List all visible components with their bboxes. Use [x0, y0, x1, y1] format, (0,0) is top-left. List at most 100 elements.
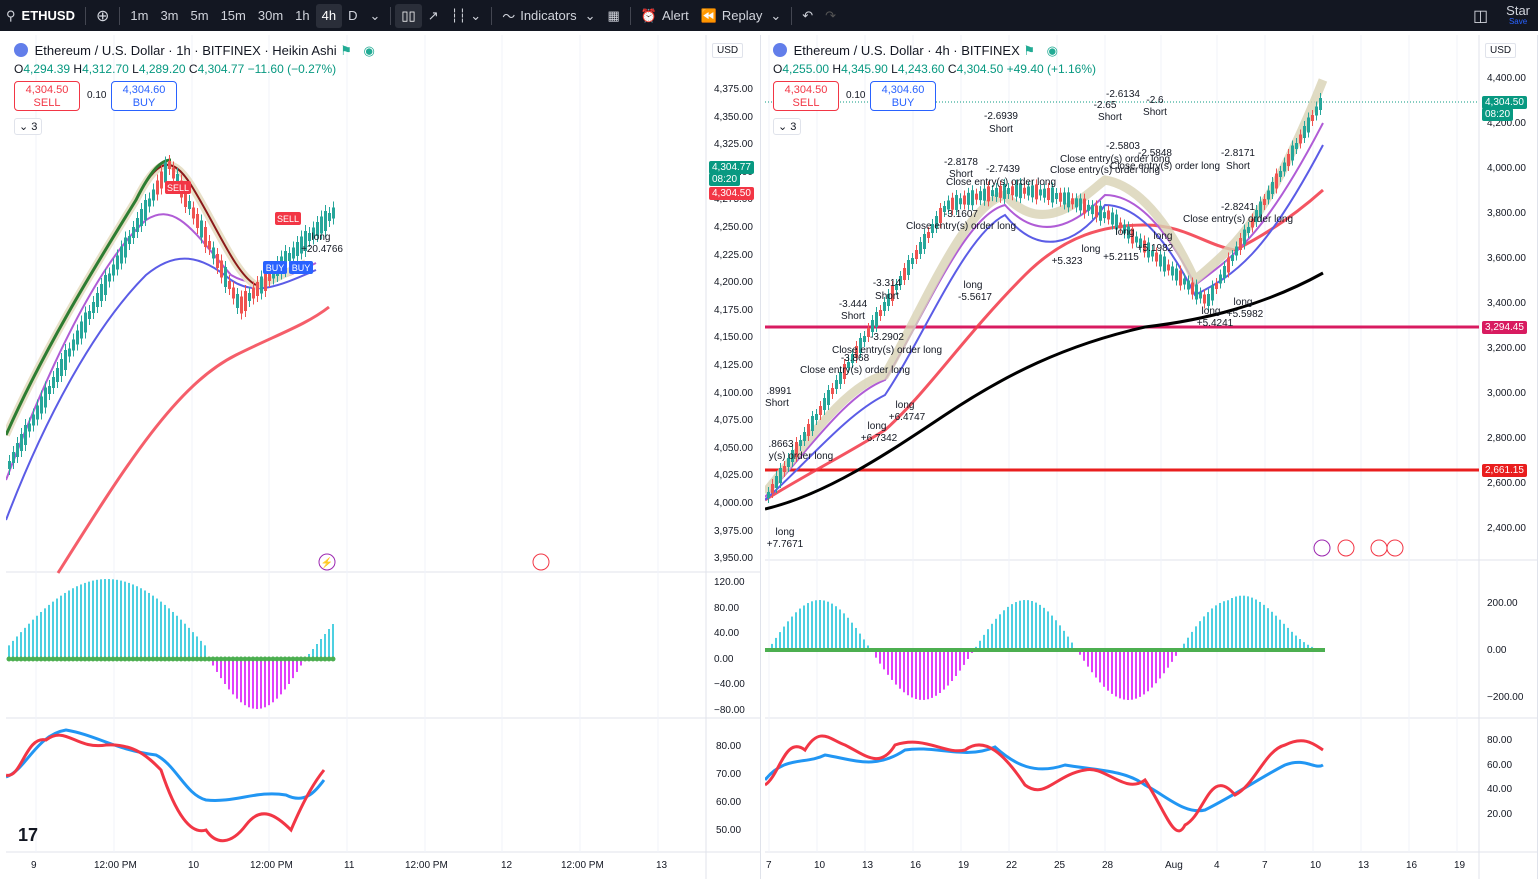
layouts-button[interactable]: ▦ [601, 0, 625, 31]
candle [204, 227, 207, 247]
bar-type-button[interactable]: ┆┆ ⌄ [445, 0, 488, 31]
chart-panel-4h[interactable]: -2.6939 Short -2.8178 Short -2.7439 Clos… [765, 35, 1538, 879]
signal-dot [54, 656, 60, 662]
candle [324, 211, 327, 231]
signal-dot [282, 656, 288, 662]
histogram-bar [1071, 642, 1073, 650]
us-flag-event-icon[interactable] [1386, 539, 1404, 557]
histogram-bar [220, 659, 222, 679]
interval-dropdown[interactable]: ⌄ [364, 0, 387, 31]
eye-icon[interactable]: ◉ [363, 43, 375, 58]
sell-button[interactable]: 4,304.50 SELL [14, 81, 80, 111]
layout-toggle-icon[interactable]: ◫ [1473, 7, 1489, 25]
eye-icon[interactable]: ◉ [1046, 43, 1058, 58]
histogram-bar [899, 650, 901, 689]
currency-selector[interactable]: USD [1485, 43, 1517, 58]
candle [1231, 255, 1234, 261]
chart-panel-1h[interactable]: SELL SELL BUY BUY long +20.4766 ⚡ Ethere… [6, 35, 761, 879]
candle [1207, 294, 1210, 306]
replay-button[interactable]: ⏪ Replay ⌄ [695, 0, 788, 31]
candle [1251, 218, 1254, 228]
histogram-bar [1167, 650, 1169, 668]
candle [1035, 184, 1038, 200]
interval-15m[interactable]: 15m [220, 8, 246, 23]
buy-button[interactable]: 4,304.60 BUY [111, 81, 177, 111]
us-flag-event-icon[interactable] [1337, 539, 1355, 557]
candle [28, 423, 31, 432]
chart-legend[interactable]: Ethereum / U.S. Dollar · 1h · BITFINEX ·… [14, 43, 375, 59]
candles-button[interactable]: ▯▯ [395, 3, 422, 28]
histogram-bar [1243, 595, 1245, 650]
histogram-bar [1215, 605, 1217, 650]
interval-5m[interactable]: 5m [190, 8, 209, 23]
candle [771, 484, 774, 493]
histogram-bar [1151, 650, 1153, 688]
histogram-bar [28, 623, 30, 659]
rsi-tick: 40.00 [1487, 784, 1513, 795]
undo-button[interactable]: ↶ [796, 0, 819, 31]
histogram-bar [248, 659, 250, 708]
price-tick: 3,950.00 [714, 553, 753, 565]
time-tick: 10 [1310, 860, 1322, 871]
candle [40, 396, 43, 414]
grid-icon: ▦ [607, 7, 620, 23]
svg-text:long: long [1154, 231, 1173, 242]
svg-text:long: long [868, 421, 887, 432]
histogram-bar [843, 613, 845, 650]
currency-selector[interactable]: USD [712, 43, 744, 58]
histogram-bar [32, 619, 34, 659]
histogram-bar [136, 586, 138, 659]
add-symbol-button[interactable]: ⊕ [90, 0, 115, 31]
price-tick: 4,100.00 [714, 387, 753, 399]
chart-legend[interactable]: Ethereum / U.S. Dollar · 4h · BITFINEX ⚑… [773, 43, 1058, 59]
buy-button[interactable]: 4,304.60 BUY [870, 81, 936, 111]
lightning-event-icon[interactable] [1313, 539, 1331, 557]
collapse-indicators-button[interactable]: ⌄ 3 [14, 118, 43, 135]
interval-3m[interactable]: 3m [160, 8, 179, 23]
signal-dot [330, 656, 336, 662]
ohlc-values: O4,255.00 H4,345.90 L4,243.60 C4,304.50 … [773, 62, 1097, 76]
us-flag-event-icon[interactable] [532, 553, 550, 571]
histogram-bar [859, 633, 861, 650]
candle [847, 362, 850, 368]
us-flag-event-icon[interactable] [1370, 539, 1388, 557]
histogram-bar [1015, 602, 1017, 650]
candles [8, 155, 335, 475]
collapse-indicators-button[interactable]: ⌄ 3 [773, 118, 802, 135]
lightning-event-icon[interactable] [318, 553, 336, 571]
histogram-bar [296, 659, 298, 672]
histogram-bar [112, 579, 114, 659]
svg-text:-2.5848: -2.5848 [1138, 148, 1172, 159]
macd-histogram [6, 579, 336, 709]
line-tools-button[interactable]: ↗ [422, 0, 445, 31]
candle [931, 224, 934, 233]
candle [124, 237, 127, 258]
candle [1303, 126, 1306, 138]
interval-1m[interactable]: 1m [130, 8, 149, 23]
indicators-button[interactable]: 〜 Indicators ⌄ [496, 0, 601, 31]
candle [8, 461, 11, 469]
histogram-bar [1115, 650, 1117, 697]
candle [819, 406, 822, 415]
candle [1191, 282, 1194, 295]
histogram-bar [1219, 602, 1221, 650]
sell-button[interactable]: 4,304.50 SELL [773, 81, 839, 111]
interval-d[interactable]: D [348, 8, 358, 23]
star-button[interactable]: Star Save [1506, 4, 1530, 27]
toolbar-right: ◫ Star Save [1473, 0, 1530, 31]
symbol-search[interactable]: ⚲ ETHUSD [0, 0, 81, 31]
interval-4h[interactable]: 4h [315, 3, 343, 28]
signal-dot [142, 656, 148, 662]
candle [799, 440, 802, 446]
histogram-bar [300, 659, 302, 666]
candle [987, 186, 990, 202]
alert-button[interactable]: ⏰ Alert [635, 0, 695, 31]
histogram-bar [987, 629, 989, 650]
time-tick: 7 [1262, 860, 1268, 871]
ribbon [6, 160, 308, 437]
interval-1h[interactable]: 1h [295, 8, 310, 23]
histogram-bar [919, 650, 921, 700]
histogram-bar [200, 640, 202, 659]
redo-button[interactable]: ↷ [819, 0, 842, 31]
interval-30m[interactable]: 30m [257, 8, 284, 23]
